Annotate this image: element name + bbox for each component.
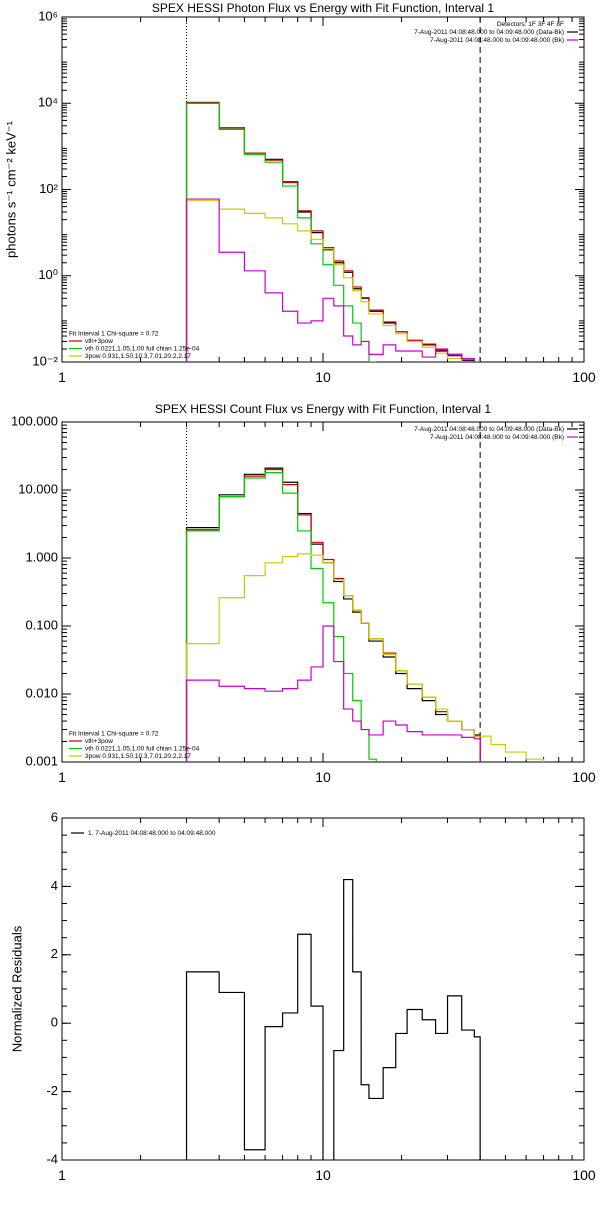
y-tick-label: -2 bbox=[46, 1083, 58, 1098]
chart-panel-3: Normalized Residuals 1 10 100 -4 -2 0 2 4 6 1. 7-A… bbox=[9, 809, 595, 1183]
y-tick-label: 0.100 bbox=[25, 617, 58, 632]
y-tick-label: 0 bbox=[51, 1015, 58, 1030]
chart-title: SPEX HESSI Count Flux vs Energy with Fit… bbox=[155, 402, 491, 416]
series-bk bbox=[185, 198, 481, 362]
y-tick-label: 10⁰ bbox=[38, 267, 58, 282]
y-tick-label: 10² bbox=[39, 181, 58, 196]
y-tick-label: 0.001 bbox=[25, 753, 58, 768]
legend-entry: vth+3pow bbox=[85, 338, 113, 345]
plot-area bbox=[185, 422, 545, 762]
y-tick-label: 10⁶ bbox=[38, 8, 58, 23]
series-data-bk bbox=[185, 102, 481, 362]
y-tick-label: 0.010 bbox=[25, 685, 58, 700]
x-tick-label: 100 bbox=[572, 769, 596, 785]
series-3pow bbox=[185, 200, 507, 362]
x-tick-label: 1 bbox=[58, 769, 66, 785]
series-data-bk bbox=[185, 467, 481, 762]
legend-entry: vth+3pow bbox=[85, 738, 113, 745]
legend-entry: Fit Interval 1 Chi-square = 0.72 bbox=[69, 731, 159, 738]
x-tick-label: 10 bbox=[315, 369, 331, 385]
series-vth bbox=[185, 472, 377, 762]
series-bk bbox=[185, 625, 481, 762]
legend-entry: 7-Aug-2011 04:08:48.000 to 04:09:48.000 … bbox=[414, 29, 564, 36]
y-tick-label: 1.000 bbox=[25, 549, 58, 564]
y-tick-label: 10.000 bbox=[18, 481, 58, 496]
legend-entry: vth 0.0221,1.05,1.00 full chian 1.25e-04 bbox=[85, 346, 200, 353]
chart-panel-2: SPEX HESSI Count Flux vs Energy with Fit… bbox=[11, 402, 596, 785]
series-1 bbox=[185, 878, 481, 1160]
x-tick-label: 1 bbox=[58, 1167, 66, 1183]
y-tick-label: 2 bbox=[51, 946, 58, 961]
y-axis-label: photons s⁻¹ cm⁻² keV⁻¹ bbox=[3, 120, 18, 258]
x-tick-label: 10 bbox=[315, 769, 331, 785]
chart-panel-1: SPEX HESSI Photon Flux vs Energy with Fi… bbox=[3, 1, 595, 385]
legend-entry: vth 0.0221,1.05,1.00 full chian 1.25e-04 bbox=[85, 746, 200, 753]
chart-title: SPEX HESSI Photon Flux vs Energy with Fi… bbox=[152, 1, 494, 15]
y-tick-label: 10⁴ bbox=[38, 95, 58, 110]
y-tick-label: 10⁻² bbox=[32, 353, 58, 368]
x-tick-label: 100 bbox=[572, 369, 596, 385]
plot-area bbox=[185, 878, 481, 1160]
legend-entry: 7-Aug-2011 04:08:48.000 to 04:09:48.000 … bbox=[414, 426, 564, 433]
series-vth-3pow bbox=[185, 101, 481, 362]
x-tick-label: 10 bbox=[315, 1167, 331, 1183]
y-tick-label: -4 bbox=[46, 1151, 58, 1166]
x-tick-label: 100 bbox=[572, 1167, 596, 1183]
x-tick-label: 1 bbox=[58, 369, 66, 385]
y-tick-label: 4 bbox=[51, 878, 58, 893]
y-tick-label: 100.000 bbox=[11, 413, 58, 428]
series-3pow bbox=[185, 553, 545, 762]
legend-entry: 3pow 0.931,1.50,10.3,7.01,20.2,2.17 bbox=[85, 753, 191, 760]
legend-entry: 7-Aug-2011 04:08:48.000 to 04:09:48.000 … bbox=[430, 434, 564, 441]
y-axis-label: Normalized Residuals bbox=[9, 925, 24, 1052]
legend-entry: Detectors: 1F 3F 4F 8F bbox=[497, 21, 564, 28]
legend-entry: Fit Interval 1 Chi-square = 0.72 bbox=[69, 331, 159, 338]
legend-entry: 7-Aug-2011 04:08:48.000 to 04:09:48.000 … bbox=[430, 37, 564, 44]
series-vth bbox=[185, 102, 377, 362]
y-tick-label: 6 bbox=[51, 809, 58, 824]
plot-area bbox=[185, 17, 507, 362]
legend-entry: 3pow 0.931,1.50,10.3,7.01,20.2,2.17 bbox=[85, 353, 191, 360]
legend-entry: 1. 7-Aug-2011 04:08:48.000 to 04:09:48.0… bbox=[88, 830, 216, 837]
